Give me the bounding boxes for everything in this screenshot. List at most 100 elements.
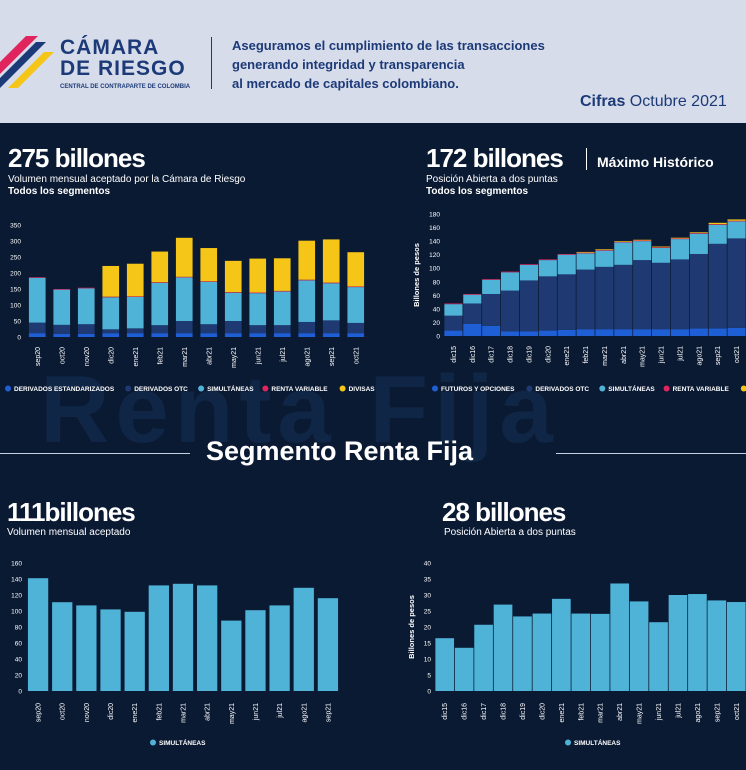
bar-segment (474, 624, 493, 691)
bar-segment (538, 330, 557, 336)
bar-segment (53, 289, 71, 325)
x-tick-label: ene21 (559, 703, 566, 723)
bar-segment (576, 269, 595, 330)
bar-segment (689, 328, 708, 336)
cifras-month: Octubre 2021 (625, 93, 727, 110)
tagline: Aseguramos el cumplimiento de las transa… (232, 36, 572, 93)
bar-segment (221, 620, 242, 691)
bar-segment (347, 286, 365, 288)
x-tick-label: may21 (640, 346, 647, 367)
bar-segment (28, 322, 46, 334)
y-tick-label: 140 (11, 577, 22, 584)
x-tick-label: mar21 (602, 346, 609, 366)
chart-rf-open-position: 0 5 10 15 20 25 30 35 40 Billones de pesos dic15 di… (407, 561, 746, 747)
bar-segment (670, 238, 689, 240)
bar-segment (77, 287, 95, 289)
x-tick-label: jun21 (659, 346, 666, 364)
legend-marker (432, 385, 438, 392)
bar-segment (463, 303, 482, 324)
tagline-line: al mercado de capitales colombiano. (232, 76, 459, 91)
bar-segment (670, 237, 689, 239)
bar-segment (614, 264, 633, 330)
bar-segment (151, 282, 169, 326)
bar-segment (552, 598, 571, 691)
legend-marker (740, 385, 746, 392)
bar-segment (224, 260, 242, 293)
x-tick-label: abr21 (206, 347, 213, 365)
x-tick-label: jun21 (255, 347, 262, 365)
bar-segment (633, 329, 652, 336)
bar-segment (347, 333, 365, 337)
legend-marker (198, 385, 205, 392)
x-tick-label: mar21 (598, 703, 605, 723)
x-tick-label: ene21 (564, 346, 571, 366)
bar-segment (482, 279, 501, 280)
y-tick-label: 60 (15, 641, 23, 648)
x-tick-label: jul21 (677, 346, 684, 362)
kpi-rf-open-position: 28 billones (442, 497, 566, 527)
x-tick-label: dic18 (508, 346, 515, 363)
bar-segment (614, 329, 633, 336)
bar-segment (28, 277, 46, 323)
bar-segment (249, 325, 267, 334)
bar-segment (28, 277, 46, 278)
bar-segment (347, 322, 365, 334)
x-tick-label: sep21 (714, 703, 721, 722)
x-tick-label: ago21 (301, 703, 308, 723)
bar-segment (200, 248, 218, 282)
kpi-volume-total-desc: Volumen mensual aceptado por la Cámara d… (8, 174, 246, 185)
y-tick-label: 60 (433, 293, 441, 300)
bar-segment (175, 321, 193, 334)
x-tick-label: sep20 (36, 703, 43, 722)
bar-segment (727, 220, 746, 222)
y-tick-label: 160 (429, 225, 440, 232)
bar-segment (633, 240, 652, 242)
bar-segment (435, 638, 455, 691)
x-tick-label: dic20 (108, 703, 115, 720)
bar-segment (298, 333, 316, 337)
bar-segment (249, 293, 267, 326)
bar-segment (590, 613, 610, 691)
legend-label: DIVISAS (349, 386, 376, 393)
y-tick-label: 30 (424, 593, 432, 600)
x-tick-label: may21 (637, 703, 644, 724)
legend-label: FUTUROS Y OPCIONES (441, 386, 515, 393)
bar-segment (126, 263, 144, 297)
bar-segment (200, 333, 218, 337)
bar-segment (614, 241, 633, 243)
legend-marker (663, 385, 670, 392)
y-tick-label: 50 (14, 319, 22, 326)
bar-segment (347, 287, 365, 323)
y-tick-label: 20 (433, 320, 441, 327)
legend-marker (125, 385, 132, 392)
legend-marker (565, 739, 571, 746)
x-tick-label: jul21 (277, 703, 284, 719)
bar-segment (670, 329, 689, 336)
x-tick-label: ene21 (133, 347, 140, 367)
bar-segment (519, 264, 538, 281)
header-banner: CÁMARA DE RIESGO CENTRAL DE CONTRAPARTE … (0, 0, 746, 123)
y-tick-label: 300 (10, 239, 21, 246)
bar-segment (610, 583, 629, 691)
bar-segment (576, 252, 595, 254)
y-tick-label: 20 (424, 625, 432, 632)
bar-segment (175, 237, 193, 277)
bar-segment (322, 283, 340, 321)
camara-logo-icon (0, 36, 54, 88)
bar-segment (652, 246, 671, 248)
bar-segment (77, 288, 95, 325)
x-tick-label: dic16 (470, 346, 477, 363)
y-tick-label: 150 (10, 287, 21, 294)
tagline-line: Aseguramos el cumplimiento de las transa… (232, 38, 545, 53)
bar-segment (670, 239, 689, 260)
x-tick-label: ago21 (696, 346, 703, 366)
y-tick-label: 120 (11, 593, 22, 600)
tagline-line: generando integridad y transparencia (232, 57, 465, 72)
bar-segment (273, 325, 291, 334)
y-tick-label: 35 (424, 577, 432, 584)
legend-label: SIMULTÁNEAS (574, 738, 621, 747)
y-tick-label: 80 (15, 625, 23, 632)
bar-segment (649, 622, 668, 691)
x-tick-label: ago21 (695, 703, 702, 723)
bar-segment (273, 258, 291, 291)
